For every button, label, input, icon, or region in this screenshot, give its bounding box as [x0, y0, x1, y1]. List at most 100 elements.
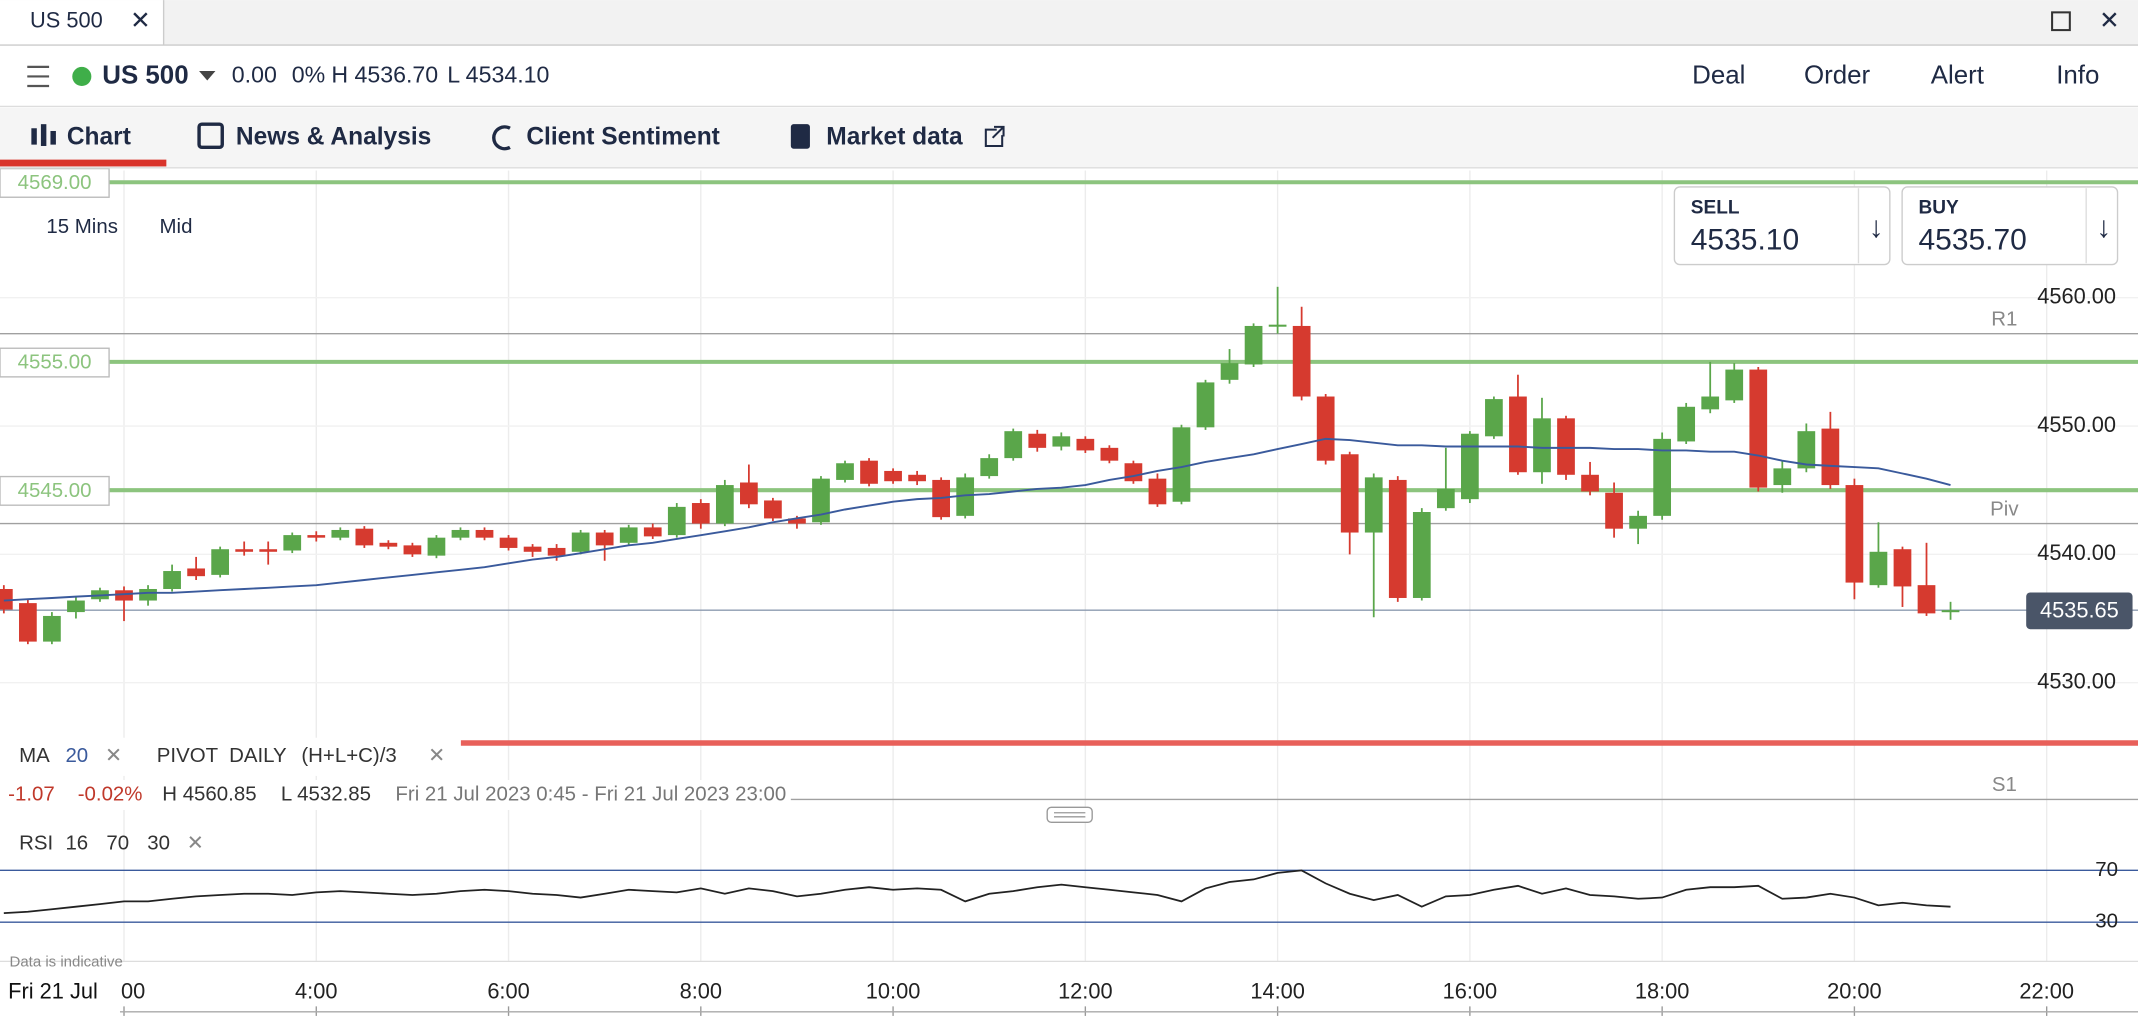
candle-body [860, 460, 878, 484]
candle-body [379, 542, 398, 547]
day-low: L 4534.10 [447, 62, 549, 88]
maximize-icon[interactable] [2051, 11, 2071, 32]
stat-range: Fri 21 Jul 2023 0:45 - Fri 21 Jul 2023 2… [395, 782, 786, 805]
candle-body [115, 590, 133, 601]
ma-label: MA [19, 744, 50, 767]
nav-bar [0, 107, 2138, 168]
x-tick-label: 22:00 [2019, 978, 2074, 1003]
rsi-label: RSI [19, 832, 53, 855]
dropdown-caret[interactable] [199, 70, 216, 81]
price-option[interactable]: Mid [160, 215, 193, 238]
stat-change: -1.07 [8, 782, 55, 805]
date-label: Fri 21 Jul [8, 978, 98, 1003]
remove-icon[interactable]: ✕ [187, 832, 204, 855]
level-label: 4545.00 [18, 479, 92, 502]
external-link-icon [984, 125, 1005, 148]
candle-body [547, 547, 566, 556]
candle-body [1533, 418, 1551, 473]
close-window[interactable]: ✕ [2099, 7, 2120, 34]
candle-body [1436, 488, 1455, 509]
candle-body [1124, 463, 1143, 482]
action[interactable]: Alert [1931, 61, 1984, 89]
rsi-line [3, 869, 1951, 914]
y-tick-label: 4550.00 [2037, 412, 2116, 437]
candle-body [1388, 479, 1407, 598]
candle-body [1100, 447, 1119, 461]
candle-body [1725, 369, 1744, 401]
candle-body [1172, 427, 1191, 502]
stat-high: H 4560.85 [162, 782, 256, 805]
x-tick-label: 20:00 [1827, 978, 1882, 1003]
candle-body [1701, 396, 1720, 410]
status-dot [72, 66, 92, 86]
buy-box[interactable] [1901, 186, 2119, 266]
instrument[interactable]: US 500 [102, 61, 188, 89]
x-tick-label: 16:00 [1443, 978, 1498, 1003]
candle-body [1581, 474, 1599, 492]
remove-icon[interactable]: ✕ [428, 744, 445, 767]
sentiment-icon [492, 125, 511, 151]
pivot-label: Piv [1990, 497, 2019, 520]
candle-body [1244, 325, 1263, 365]
pivot-formula: (H+L+C)/3 [301, 744, 396, 767]
candle-body [1148, 478, 1167, 505]
rsi-period: 16 [65, 832, 88, 855]
market-icon [790, 124, 810, 149]
news-icon [197, 122, 224, 150]
candle-body [1028, 433, 1047, 448]
candle-body [211, 549, 230, 575]
candle-body [1461, 433, 1479, 500]
candle-body [187, 568, 205, 577]
candle-body [1004, 431, 1023, 459]
action[interactable]: Order [1804, 61, 1871, 89]
candle-body [451, 529, 470, 538]
candle-body [980, 458, 999, 477]
action[interactable]: Deal [1692, 61, 1745, 89]
candle-body [0, 588, 13, 610]
interval-option[interactable]: 15 Mins [46, 215, 118, 238]
level-label-box [0, 475, 110, 506]
x-tick-label: 8:00 [680, 978, 722, 1003]
candle-body [812, 478, 830, 523]
tab-title: US 500 [30, 8, 103, 33]
action[interactable]: Info [2056, 61, 2099, 89]
legend-bg [0, 737, 461, 776]
candle-body [259, 549, 278, 552]
stat-change-pct: -0.02% [78, 782, 143, 805]
candle-body [1485, 399, 1503, 437]
rsi-lower: 30 [147, 832, 170, 855]
candle-body [499, 537, 518, 548]
candle-body [355, 528, 374, 546]
candle-body [1412, 512, 1431, 598]
change: 0.00 [232, 62, 277, 88]
x-tick-label: 6:00 [487, 978, 529, 1003]
tab[interactable] [0, 0, 164, 46]
candle-body [283, 535, 302, 551]
candle-body [788, 518, 806, 524]
nav-item[interactable]: News & Analysis [236, 123, 431, 150]
level-label-box [0, 347, 110, 378]
menu-icon[interactable] [27, 65, 50, 88]
nav-item[interactable]: Chart [67, 123, 131, 150]
sell-arrow: ↓ [1869, 211, 1884, 244]
remove-icon[interactable]: ✕ [105, 744, 122, 767]
candle-body [307, 535, 326, 538]
nav-item[interactable]: Market data [826, 123, 963, 150]
candle-body [1509, 396, 1527, 473]
candle-body [908, 474, 926, 482]
panel-resize-handle[interactable] [1046, 806, 1093, 823]
level-label: 4569.00 [18, 171, 92, 194]
y-tick-label: 4530.00 [2037, 668, 2116, 693]
candle-body [1845, 485, 1864, 583]
pivot-label: R1 [1991, 307, 2017, 330]
x-tick-label: 10:00 [866, 978, 921, 1003]
candle-body [1917, 585, 1936, 614]
nav-item[interactable]: Client Sentiment [526, 123, 720, 150]
sell-box[interactable] [1673, 186, 1891, 266]
close-tab[interactable]: ✕ [130, 7, 151, 34]
candle-body [475, 529, 494, 538]
level-label: 4555.00 [18, 351, 92, 374]
candle-body [331, 529, 350, 538]
